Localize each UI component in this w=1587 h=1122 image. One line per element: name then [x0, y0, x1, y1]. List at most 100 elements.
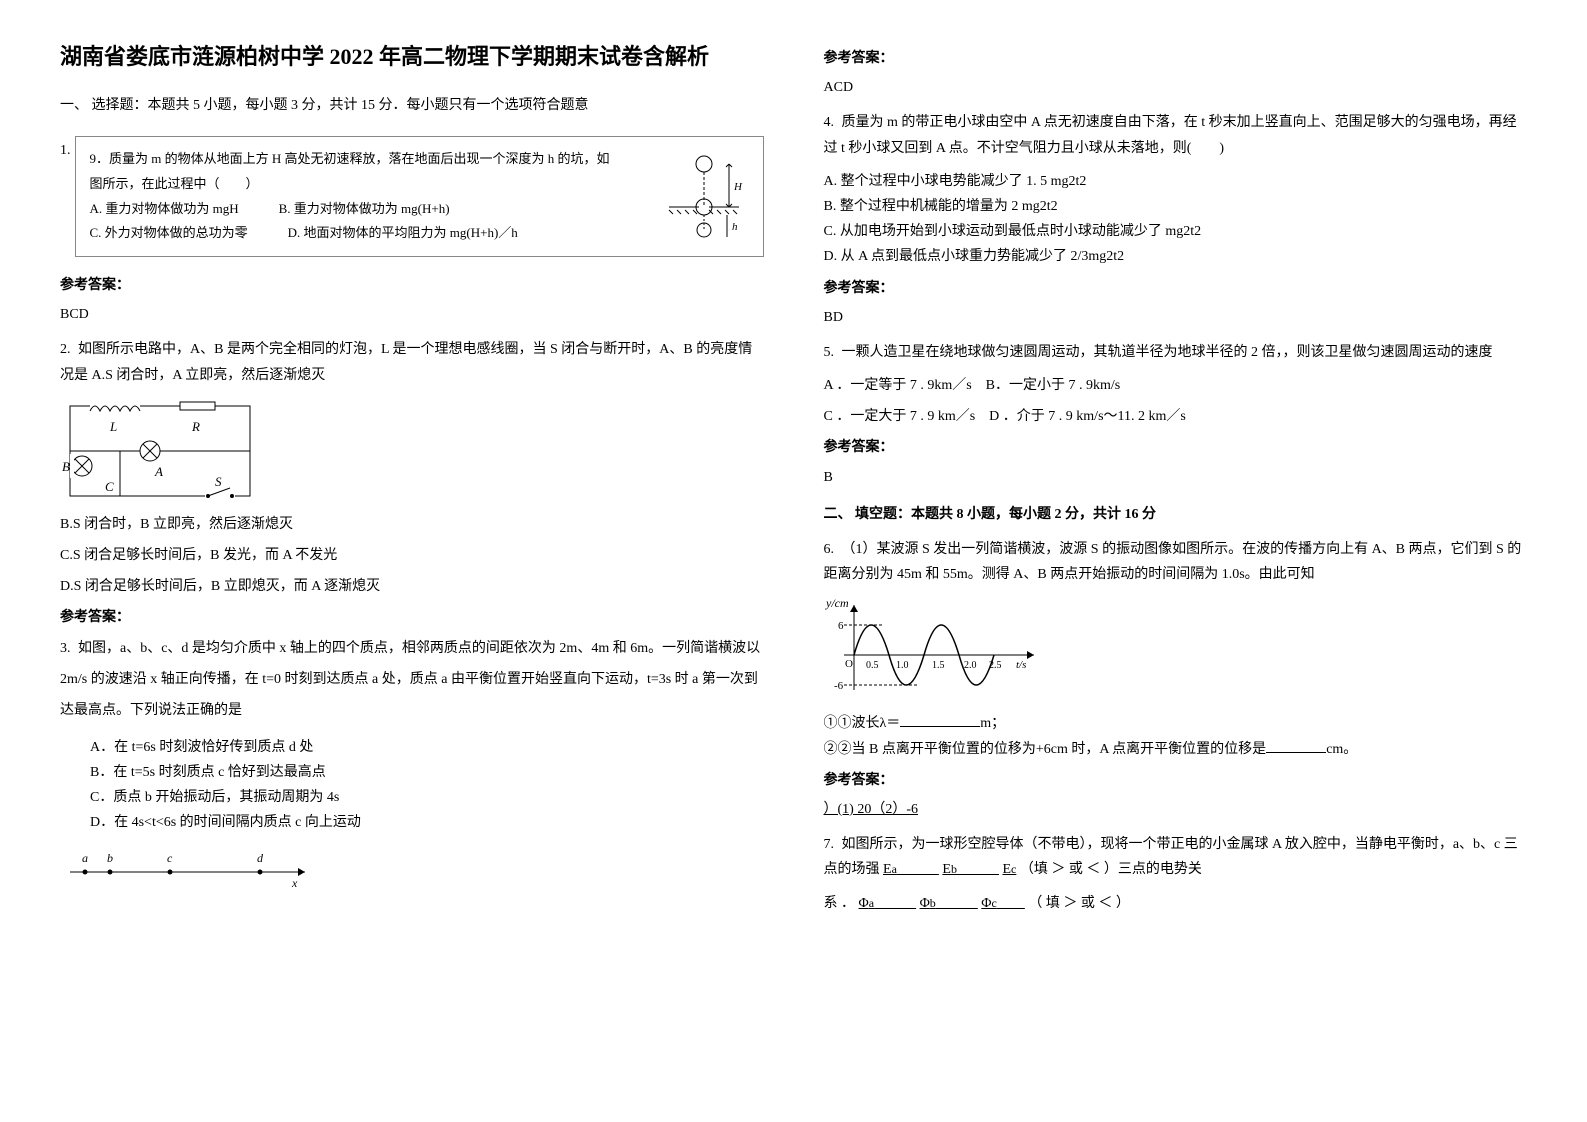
q2-circuit-figure: L R A B C S [60, 396, 764, 506]
svg-text:S: S [215, 474, 222, 489]
svg-text:t/s: t/s [1016, 659, 1026, 671]
q7-text3: 系 ． [824, 896, 856, 911]
q6-number: 6. [824, 542, 835, 557]
question-1: 1. 9．质量为 m 的物体从地面上方 H 高处无初速释放，落在地面后出现一个深… [60, 128, 764, 265]
q1-optC: C. 外力对物体做的总功为零 [90, 221, 248, 246]
q5-answer-label: 参考答案： [824, 435, 1528, 460]
question-6: 6. （1）某波源 S 发出一列简谐横波，波源 S 的振动图像如图所示。在波的传… [824, 537, 1528, 587]
q1-line2: 图所示，在此过程中（ ） [90, 172, 659, 197]
q7-line2: 系 ． Φa Φb Φc （ 填 ＞ 或 ＜ ） [824, 891, 1528, 916]
svg-text:C: C [105, 479, 114, 494]
q4-answer: BD [824, 305, 1528, 330]
q4-text: 质量为 m 的带正电小球由空中 A 点无初速度自由下落，在 t 秒末加上竖直向上… [824, 115, 1517, 155]
q6-sub1: ①①波长λ＝ m； [824, 711, 1528, 736]
svg-text:1.5: 1.5 [932, 660, 945, 671]
q6-sub2: ②②当 B 点离开平衡位置的位移为+6cm 时，A 点离开平衡位置的位移是 cm。 [824, 737, 1528, 762]
q4-number: 4. [824, 115, 835, 130]
q4-optA: A. 整个过程中小球电势能减少了 1. 5 mg2t2 [824, 169, 1528, 194]
question-2: 2. 如图所示电路中，A、B 是两个完全相同的灯泡，L 是一个理想电感线圈，当 … [60, 337, 764, 387]
q1-line1: 9．质量为 m 的物体从地面上方 H 高处无初速释放，落在地面后出现一个深度为 … [90, 147, 659, 172]
circled-1: ① [824, 716, 838, 731]
q1-box: 9．质量为 m 的物体从地面上方 H 高处无初速释放，落在地面后出现一个深度为 … [75, 136, 764, 257]
left-column: 湖南省娄底市涟源柏树中学 2022 年高二物理下学期期末试卷含解析 一、 选择题… [60, 40, 764, 1082]
svg-text:a: a [82, 851, 88, 865]
q1-figure: H h [659, 152, 749, 242]
q6-answer: ）(1) 20（2）-6 [824, 797, 1528, 822]
q1-optD: D. 地面对物体的平均阻力为 mg(H+h)／h [288, 221, 518, 246]
q4-optC: C. 从加电场开始到小球运动到最低点时小球动能减少了 mg2t2 [824, 219, 1528, 244]
question-7: 7. 如图所示，为一球形空腔导体（不带电），现将一个带正电的小金属球 A 放入腔… [824, 832, 1528, 882]
q6-sub1-unit: m； [980, 716, 1005, 731]
question-5: 5. 一颗人造卫星在绕地球做匀速圆周运动，其轨道半径为地球半径的 2 倍，，则该… [824, 340, 1528, 365]
q2-optB: B.S 闭合时，B 立即亮，然后逐渐熄灭 [60, 512, 764, 537]
q7-Ec: Ec [1002, 862, 1016, 877]
svg-text:B: B [62, 459, 70, 474]
q1-optB: B. 重力对物体做功为 mg(H+h) [279, 197, 450, 222]
svg-text:b: b [107, 851, 113, 865]
svg-text:d: d [257, 851, 264, 865]
svg-text:c: c [167, 851, 173, 865]
right-column: 参考答案： ACD 4. 质量为 m 的带正电小球由空中 A 点无初速度自由下落… [824, 40, 1528, 1082]
q6-blank1 [900, 713, 980, 727]
q1-answer-label: 参考答案： [60, 273, 764, 298]
q7-phib: Φb [920, 896, 978, 911]
svg-text:R: R [191, 419, 200, 434]
q5-text: 一颗人造卫星在绕地球做匀速圆周运动，其轨道半径为地球半径的 2 倍，，则该卫星做… [842, 345, 1493, 360]
q5-optAB: A ．一定等于 7 . 9km／s B．一定小于 7 . 9km/s [824, 373, 1528, 398]
svg-text:H: H [733, 181, 743, 193]
q4-optD: D. 从 A 点到最低点小球重力势能减少了 2/3mg2t2 [824, 244, 1528, 269]
svg-text:0.5: 0.5 [866, 660, 879, 671]
svg-text:O: O [845, 658, 853, 670]
q2-optC: C.S 闭合足够长时间后，B 发光，而 A 不发光 [60, 543, 764, 568]
q7-Eb: Eb [942, 862, 999, 877]
svg-text:2.5: 2.5 [989, 660, 1002, 671]
q7-phic: Φc [981, 896, 1025, 911]
q2-text: 如图所示电路中，A、B 是两个完全相同的灯泡，L 是一个理想电感线圈，当 S 闭… [60, 342, 752, 382]
question-3: 3. 如图，a、b、c、d 是均匀介质中 x 轴上的四个质点，相邻两质点的间距依… [60, 634, 764, 726]
document-title: 湖南省娄底市涟源柏树中学 2022 年高二物理下学期期末试卷含解析 [60, 40, 764, 73]
circled-2: ② [824, 742, 838, 757]
question-4: 4. 质量为 m 的带正电小球由空中 A 点无初速度自由下落，在 t 秒末加上竖… [824, 110, 1528, 160]
svg-text:h: h [732, 221, 738, 233]
q3-optA: A．在 t=6s 时刻波恰好传到质点 d 处 [90, 735, 764, 760]
q3-optC: C．质点 b 开始振动后，其振动周期为 4s [90, 785, 764, 810]
q6-wave-figure: y/cm 6 -6 O 0.5 1.0 1.5 2.0 2.5 t/s [824, 595, 1528, 705]
q7-number: 7. [824, 837, 835, 852]
q6-blank2 [1266, 739, 1326, 753]
q5-optCD: C ．一定大于 7 . 9 km／s D ．介于 7 . 9 km/s～11. … [824, 404, 1528, 429]
q7-text2: （填 ＞ 或 ＜ ）三点的电势关 [1020, 862, 1202, 877]
q5-answer: B [824, 465, 1528, 490]
svg-text:A: A [154, 464, 163, 479]
q2-answer-label: 参考答案： [60, 605, 764, 630]
svg-text:2.0: 2.0 [964, 660, 977, 671]
q1-number: 1. [60, 128, 71, 163]
q6-text: （1）某波源 S 发出一列简谐横波，波源 S 的振动图像如图所示。在波的传播方向… [824, 542, 1522, 582]
q4-optB: B. 整个过程中机械能的增量为 2 mg2t2 [824, 194, 1528, 219]
q4-answer-label: 参考答案： [824, 276, 1528, 301]
q3-text: 如图，a、b、c、d 是均匀介质中 x 轴上的四个质点，相邻两质点的间距依次为 … [60, 641, 760, 718]
section2-heading: 二、 填空题：本题共 8 小题，每小题 2 分，共计 16 分 [824, 502, 1528, 527]
svg-text:-6: -6 [834, 680, 844, 692]
q3-axis-figure: a b c d x [60, 842, 764, 892]
svg-text:1.0: 1.0 [896, 660, 909, 671]
q6-answer-label: 参考答案： [824, 768, 1528, 793]
q3-optD: D．在 4s<t<6s 的时间间隔内质点 c 向上运动 [90, 810, 764, 835]
q7-phia: Φa [859, 896, 917, 911]
q1-optA: A. 重力对物体做功为 mgH [90, 197, 239, 222]
q6-sub2-unit: cm。 [1326, 742, 1357, 757]
q7-text4: （ 填 ＞ 或 ＜ ） [1028, 896, 1130, 911]
svg-text:6: 6 [838, 620, 844, 632]
q3-answer: ACD [824, 75, 1528, 100]
section1-heading: 一、 选择题：本题共 5 小题，每小题 3 分，共计 15 分．每小题只有一个选… [60, 93, 764, 118]
q6-sub1-text: ①波长λ＝ [838, 716, 901, 731]
q2-optD: D.S 闭合足够长时间后，B 立即熄灭，而 A 逐渐熄灭 [60, 574, 764, 599]
q2-number: 2. [60, 342, 71, 357]
q1-answer: BCD [60, 302, 764, 327]
q6-sub2-text: ②当 B 点离开平衡位置的位移为+6cm 时，A 点离开平衡位置的位移是 [838, 742, 1267, 757]
q7-Ea: Ea [883, 862, 939, 877]
svg-text:L: L [109, 419, 117, 434]
q3-answer-label: 参考答案： [824, 46, 1528, 71]
svg-text:x: x [291, 876, 298, 890]
q3-optB: B．在 t=5s 时刻质点 c 恰好到达最高点 [90, 760, 764, 785]
svg-text:y/cm: y/cm [825, 596, 849, 610]
